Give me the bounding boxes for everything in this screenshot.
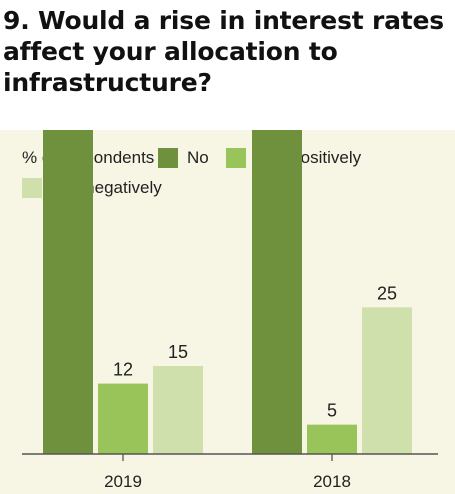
bar-2018-yes-positively [307, 424, 357, 454]
chart-panel: % of respondents No Yes, positively Yes,… [0, 130, 455, 494]
bar-2018-no [252, 130, 302, 454]
value-label-2019-yes-negatively: 15 [168, 342, 188, 362]
bar-chart: % of respondents No Yes, positively Yes,… [22, 130, 438, 491]
bars-layer [43, 130, 412, 454]
x-axis-tick-label-2019: 2019 [104, 472, 142, 491]
value-labels-layer: 73121570525 [113, 283, 397, 421]
legend-swatch-yes-negatively [22, 178, 42, 198]
x-axis-tick-label-2018: 2018 [313, 472, 351, 491]
bar-2019-yes-positively [98, 383, 148, 454]
title-area: 9. Would a rise in interest rates affect… [0, 0, 455, 130]
legend-swatch-yes-positively [226, 148, 246, 168]
legend-swatch-no [158, 148, 178, 168]
value-label-2018-yes-positively: 5 [327, 401, 337, 421]
chart-title: 9. Would a rise in interest rates affect… [3, 6, 444, 97]
value-label-2018-yes-negatively: 25 [377, 283, 397, 303]
bar-2018-yes-negatively [362, 307, 412, 454]
x-ticks-layer: 2019 2018 [104, 454, 351, 491]
bar-2019-yes-negatively [153, 366, 203, 454]
legend-label-no: No [187, 148, 209, 167]
bar-2019-no [43, 130, 93, 454]
value-label-2019-yes-positively: 12 [113, 360, 133, 380]
